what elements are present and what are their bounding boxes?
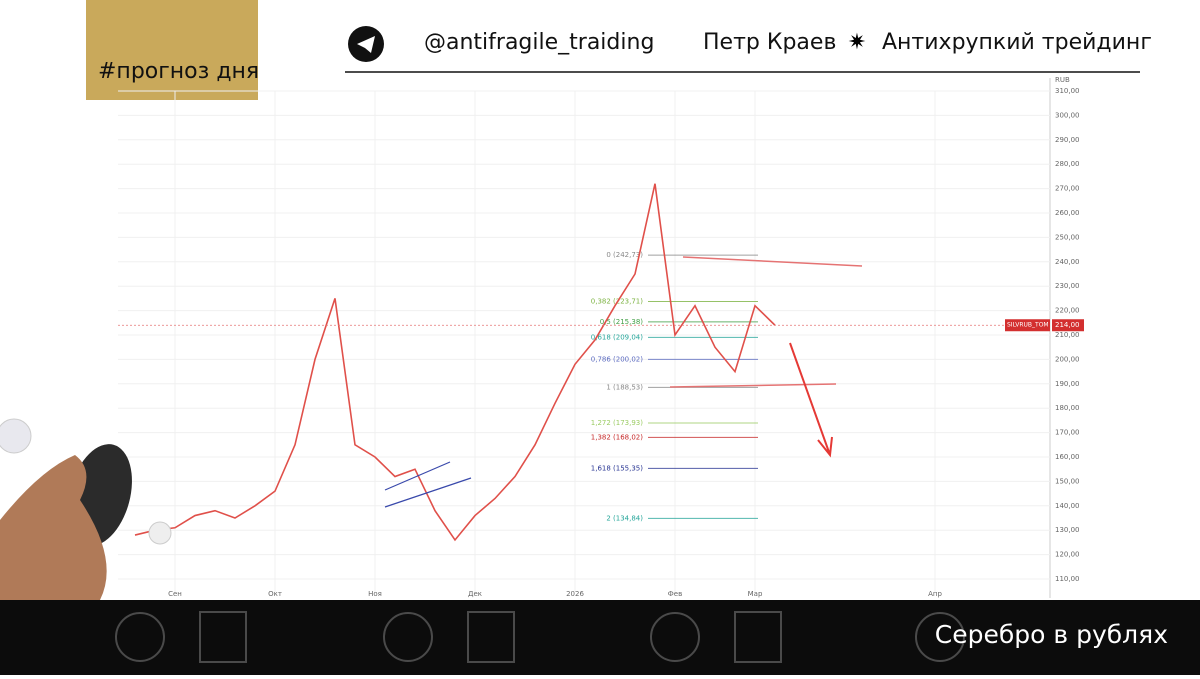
y-tick-label: 270,00: [1055, 185, 1080, 193]
y-tick-label: 210,00: [1055, 331, 1080, 339]
x-tick-label: Дек: [468, 590, 482, 598]
forecast-arrow: [789, 342, 833, 458]
y-tick-label: 160,00: [1055, 453, 1080, 461]
y-tick-label: 130,00: [1055, 526, 1080, 534]
brand: Антихрупкий трейдинг: [882, 30, 1152, 55]
handle: @antifragile_traiding: [424, 30, 654, 55]
fib-label: 0,618 (209,04): [591, 333, 643, 341]
axis-unit: RUB: [1055, 76, 1070, 84]
y-tick-label: 260,00: [1055, 209, 1080, 217]
x-tick-label: Ноя: [368, 590, 382, 598]
y-tick-label: 220,00: [1055, 307, 1080, 315]
trend-line: [384, 477, 472, 508]
price-value: 214,00: [1055, 321, 1080, 329]
fib-label: 1,272 (173,93): [591, 419, 643, 427]
tag: #прогноз дня: [98, 59, 259, 84]
y-tick-label: 200,00: [1055, 355, 1080, 363]
fib-label: 0,5 (215,38): [600, 318, 644, 326]
y-tick-label: 280,00: [1055, 160, 1080, 168]
y-tick-label: 140,00: [1055, 502, 1080, 510]
y-tick-label: 110,00: [1055, 575, 1080, 583]
fib-label: 1,618 (155,35): [591, 464, 643, 472]
y-tick-label: 120,00: [1055, 551, 1080, 559]
footer-ornaments: [115, 611, 965, 663]
fib-label: 1 (188,53): [606, 383, 643, 391]
telegram-plane: [357, 36, 375, 53]
resistance-line: [682, 256, 863, 267]
fib-label: 1,382 (168,02): [591, 433, 643, 441]
y-tick-label: 180,00: [1055, 404, 1080, 412]
y-tick-label: 300,00: [1055, 111, 1080, 119]
tag-box: [86, 0, 258, 100]
x-tick-label: Мар: [748, 590, 763, 598]
x-tick-label: Апр: [928, 590, 942, 598]
y-tick-label: 150,00: [1055, 477, 1080, 485]
separator: ✷: [848, 30, 866, 55]
pearl: [0, 418, 32, 454]
support-line: [669, 383, 837, 388]
price-badge: [1005, 319, 1050, 332]
y-tick-label: 290,00: [1055, 136, 1080, 144]
fib-label: 2 (134,84): [606, 514, 643, 522]
x-tick-label: Окт: [268, 590, 282, 598]
y-tick-label: 310,00: [1055, 87, 1080, 95]
fib-label: 0,786 (200,02): [591, 355, 643, 363]
price-line: [134, 183, 776, 542]
x-tick-label: Фев: [668, 590, 682, 598]
trend-line: [384, 461, 451, 491]
y-tick-label: 250,00: [1055, 233, 1080, 241]
x-tick-label: 2026: [566, 590, 584, 598]
price-badge-name: SILVRUB_TOM: [1007, 322, 1049, 329]
y-tick-label: 190,00: [1055, 380, 1080, 388]
x-tick-label: Сен: [168, 590, 182, 598]
fib-label: 0 (242,73): [606, 251, 643, 259]
y-tick-label: 230,00: [1055, 282, 1080, 290]
y-tick-label: 170,00: [1055, 429, 1080, 437]
plot: RUB 110,00 120,00 130,00 140,00 150,00 160,00 1…: [118, 76, 1084, 598]
pearl: [148, 521, 172, 545]
price-badge-value: [1052, 319, 1084, 332]
y-tick-label: 240,00: [1055, 258, 1080, 266]
author: Петр Краев: [703, 30, 836, 55]
footer-title: Серебро в рублях: [935, 620, 1168, 649]
